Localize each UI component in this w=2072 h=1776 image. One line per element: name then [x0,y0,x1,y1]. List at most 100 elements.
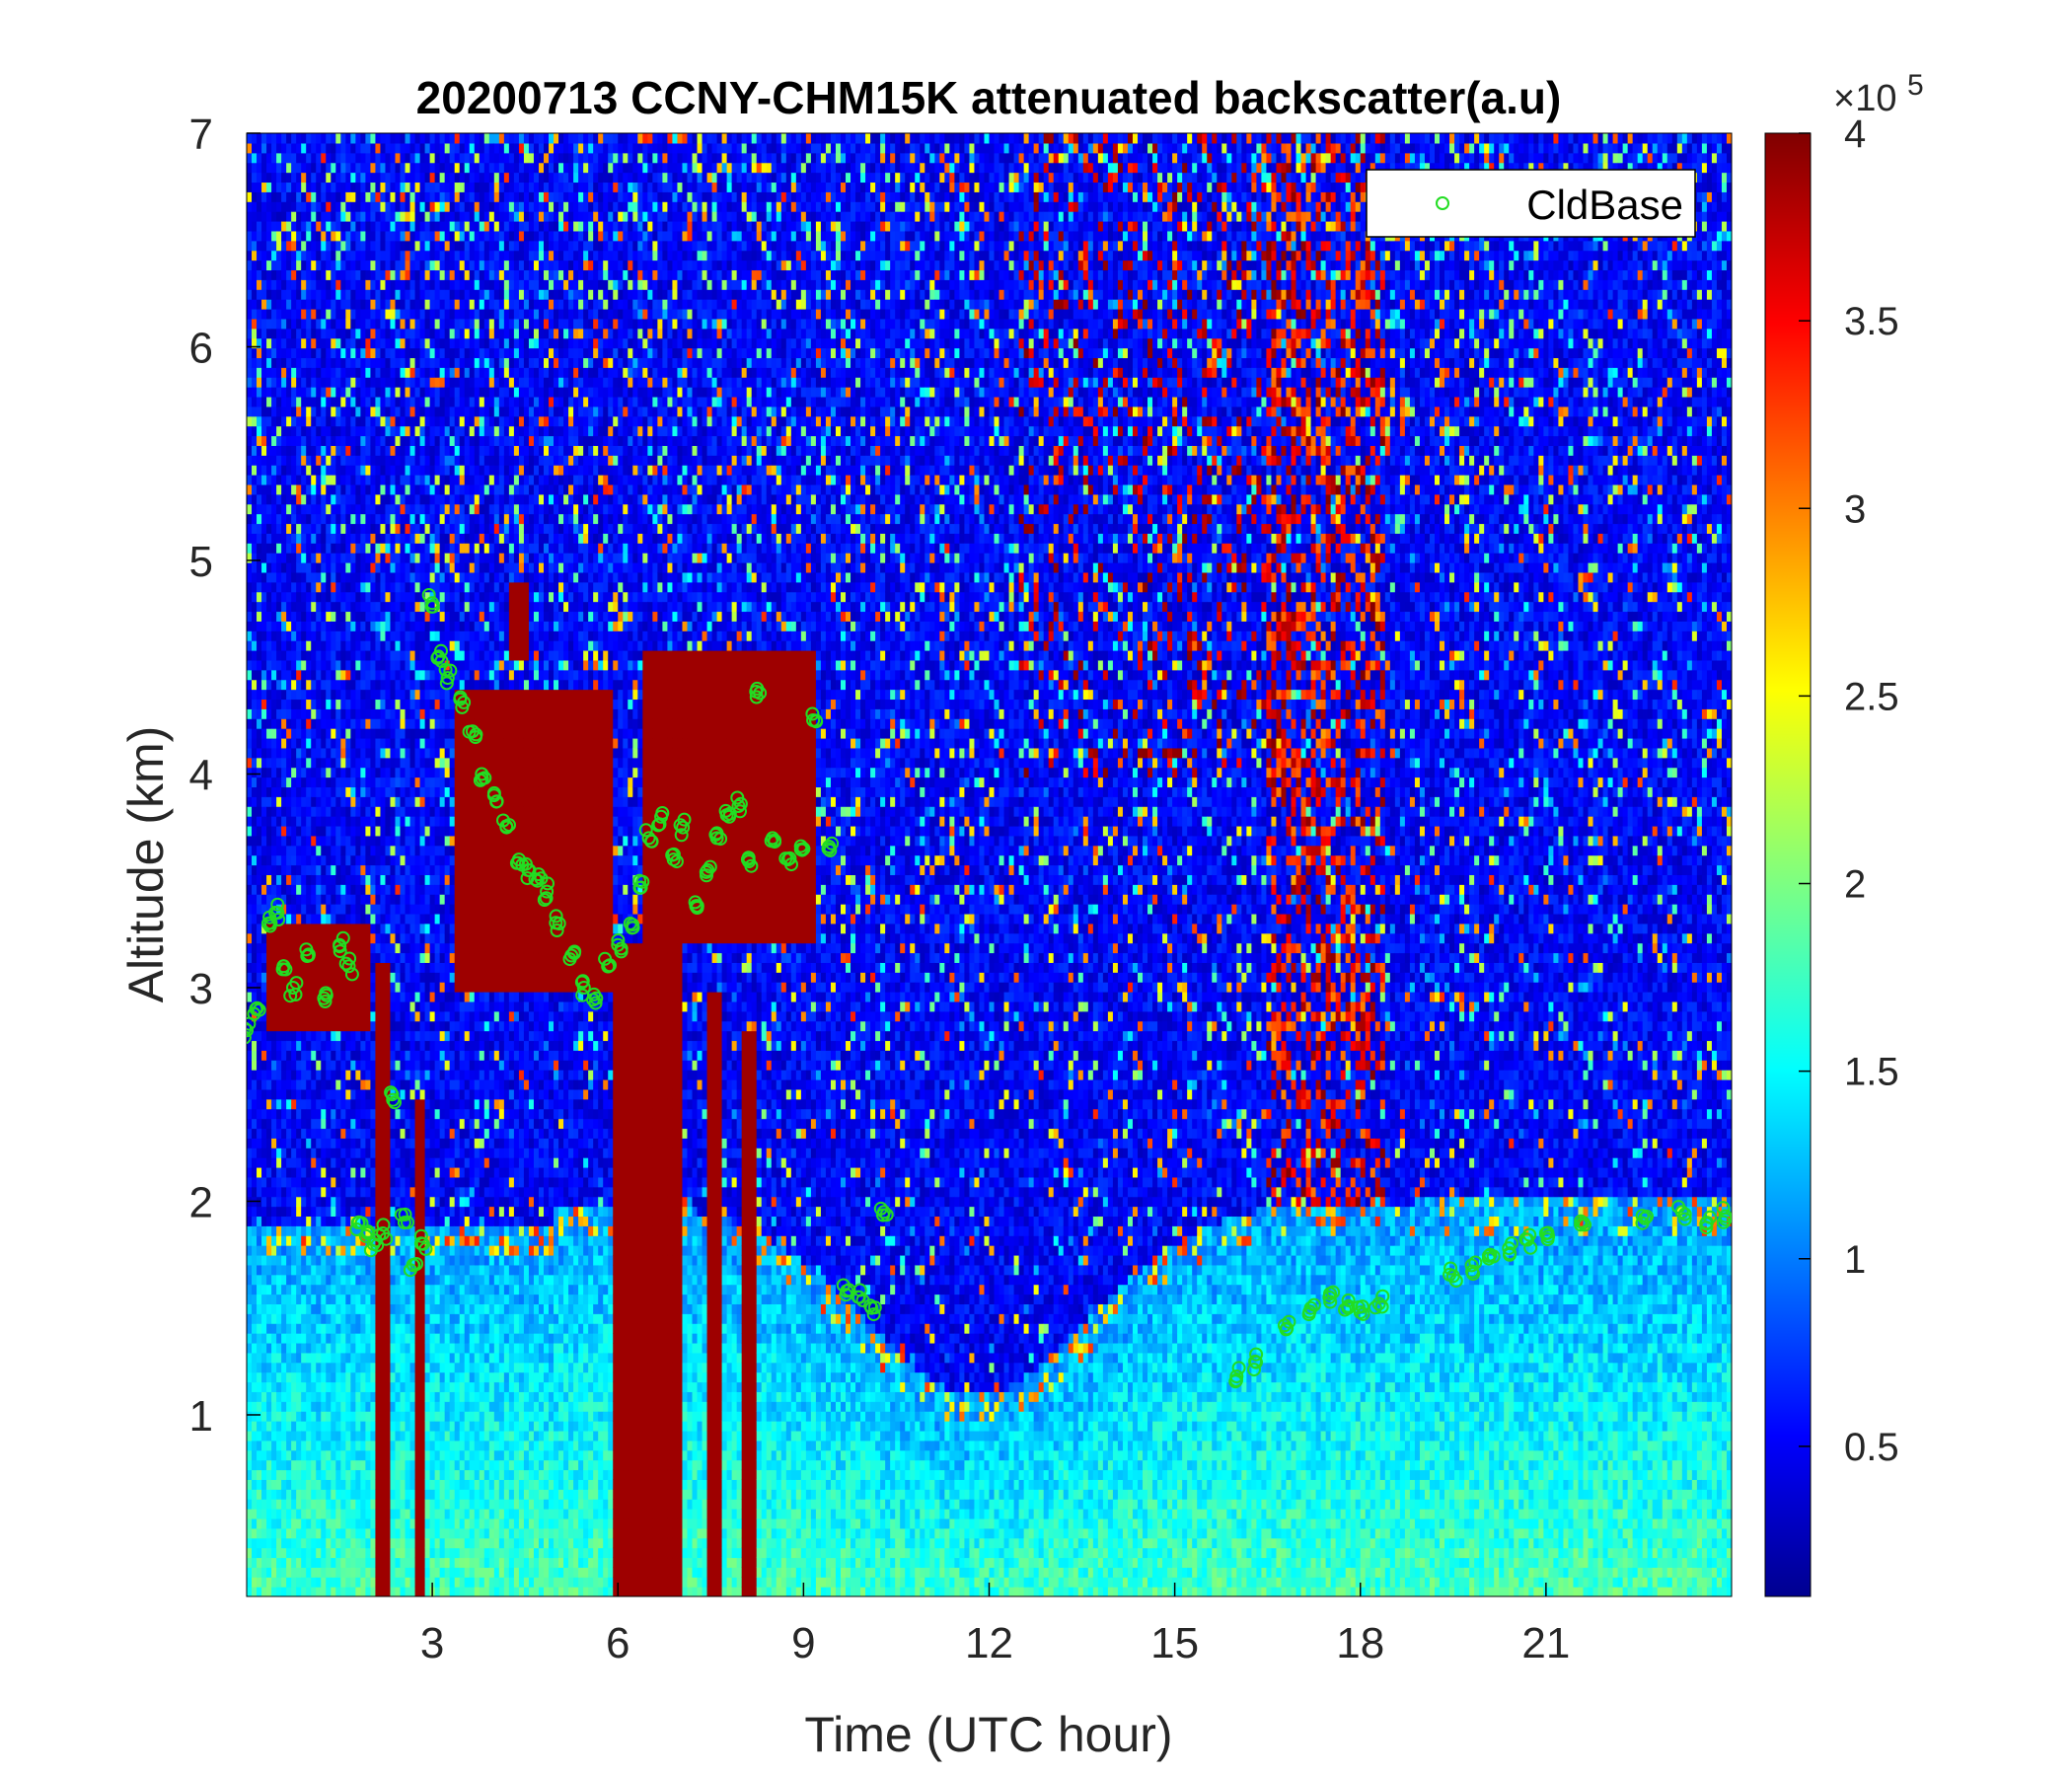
heatmap-cell [405,1499,411,1510]
heatmap-cell [257,1088,262,1100]
heatmap-cell [390,1557,397,1568]
heatmap-cell [390,972,397,983]
heatmap-cell [335,211,341,222]
heatmap-cell [395,1323,402,1334]
heatmap-cell [291,1157,297,1168]
heatmap-cell [301,357,307,368]
heatmap-cell [380,475,387,485]
heatmap-cell [405,553,411,563]
heatmap-cell [340,475,346,485]
heatmap-cell [296,1264,302,1276]
heatmap-cell [296,1020,302,1032]
heatmap-cell [261,767,267,778]
heatmap-cell [301,318,307,330]
heatmap-cell [296,1527,302,1539]
heatmap-cell [266,357,272,368]
heatmap-cell [296,269,302,280]
heatmap-cell [375,493,382,505]
heatmap-cell [385,601,392,613]
heatmap-cell [405,1264,411,1276]
heatmap-cell [350,854,356,866]
heatmap-cell [405,1138,411,1148]
heatmap-cell [335,1216,341,1226]
heatmap-cell [390,162,397,174]
heatmap-cell [326,543,332,554]
heatmap-cell [276,387,282,398]
heatmap-cell [405,367,411,378]
heatmap-cell [281,845,287,856]
heatmap-cell [400,1469,407,1480]
heatmap-cell [321,318,327,330]
heatmap-cell [345,1147,351,1158]
heatmap-cell [340,1294,346,1304]
heatmap-cell [252,1128,258,1139]
heatmap-cell [355,357,361,368]
heatmap-cell [311,562,317,573]
heatmap-cell [345,1176,351,1188]
heatmap-cell [271,1225,277,1236]
heatmap-cell [385,884,392,895]
heatmap-cell [257,1147,262,1158]
heatmap-cell [385,455,392,466]
heatmap-cell [296,1391,302,1402]
heatmap-cell [306,1254,312,1266]
heatmap-cell [400,1352,407,1364]
heatmap-cell [301,308,307,320]
heatmap-cell [375,942,382,954]
heatmap-cell [355,601,361,613]
heatmap-cell [350,377,356,388]
heatmap-cell [286,718,292,729]
heatmap-cell [375,699,382,709]
heatmap-cell [385,240,392,252]
heatmap-cell [311,659,317,671]
heatmap-cell [360,1323,366,1334]
heatmap-cell [365,669,372,681]
heatmap-cell [360,493,366,505]
heatmap-cell [400,425,407,437]
heatmap-cell [321,1245,327,1256]
heatmap-cell [331,1333,336,1344]
heatmap-cell [340,250,346,261]
heatmap-cell [261,1352,267,1364]
heatmap-cell [266,1557,272,1568]
heatmap-cell [326,913,332,925]
heatmap-cell [360,913,366,925]
heatmap-cell [247,1264,253,1276]
heatmap-cell [355,767,361,778]
heatmap-cell [380,718,387,729]
heatmap-cell [405,279,411,290]
heatmap-cell [257,1567,262,1578]
heatmap-cell [345,796,351,807]
heatmap-cell [350,406,356,417]
heatmap-cell [247,1342,253,1354]
heatmap-cell [321,425,327,437]
heatmap-cell [375,1469,382,1480]
heatmap-cell [365,1449,372,1461]
heatmap-cell [370,513,377,525]
heatmap-cell [252,611,258,622]
heatmap-cell [276,250,282,261]
heatmap-cell [331,864,336,875]
heatmap-cell [271,1391,277,1402]
heatmap-cell [296,240,302,252]
heatmap-cell [326,659,332,671]
heatmap-cell [360,1206,366,1218]
heatmap-cell [291,1313,297,1324]
heatmap-cell [301,513,307,525]
heatmap-cell [296,182,302,192]
heatmap-cell [296,835,302,847]
heatmap-cell [261,1050,267,1061]
heatmap-cell [360,1254,366,1266]
heatmap-cell [252,1547,258,1559]
heatmap-cell [286,1577,292,1588]
heatmap-cell [331,571,336,583]
heatmap-cell [316,894,322,905]
heatmap-cell [261,1421,267,1432]
heatmap-cell [252,806,258,817]
heatmap-cell [276,1303,282,1314]
heatmap-cell [261,152,267,164]
heatmap-cell [375,874,382,885]
heatmap-cell [296,533,302,544]
heatmap-cell [301,445,307,456]
heatmap-cell [331,1186,336,1198]
